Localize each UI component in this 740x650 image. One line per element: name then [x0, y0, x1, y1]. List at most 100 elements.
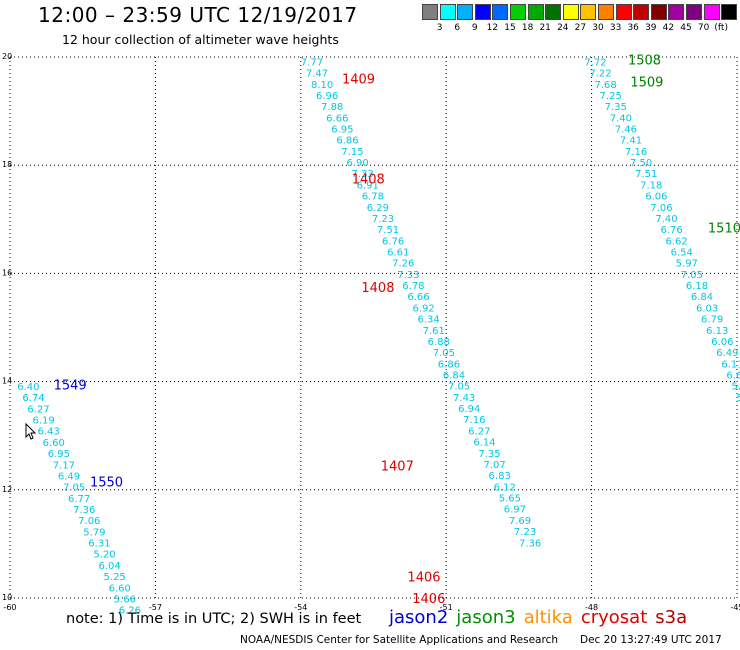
wave-height-value: 6.49 [58, 471, 80, 482]
legend-jason2: jason2 [389, 607, 449, 628]
wave-height-value: 6.19 [32, 416, 54, 427]
latitude-tick-label: 18 [2, 160, 12, 169]
wave-height-value: 7.05 [433, 348, 455, 359]
pass-label: 1550 [90, 476, 123, 491]
wave-height-value: 5.97 [676, 259, 698, 270]
wave-height-value: 5.65 [499, 494, 521, 505]
colorbar-label: 36 [627, 23, 639, 33]
wave-height-value: 6.77 [68, 494, 90, 505]
colorbar-swatch [633, 4, 650, 20]
longitude-tick-label: -48 [585, 603, 598, 612]
colorbar-swatch [474, 4, 491, 20]
wave-height-value: 7.17 [53, 460, 75, 471]
pass-label: 1509 [630, 75, 663, 90]
wave-height-value: 6.76 [660, 225, 682, 236]
pass-labels: 1409 1408 1408 1407 1406 1406 1508 1509 1510 1549… [54, 54, 740, 607]
wave-height-value: 6.27 [27, 404, 49, 415]
wave-height-value: 6.68 [726, 371, 740, 382]
wave-height-colorbar: 3 6 9 12 15 18 21 24 27 30 33 36 39 42 45 70 (ft) [422, 4, 740, 38]
wave-height-value: 5.96 [731, 382, 740, 393]
wave-height-value: 6.86 [438, 359, 460, 370]
wave-height-value: 6.54 [671, 248, 693, 259]
wave-height-value: 7.07 [483, 460, 505, 471]
wave-height-value: 7.15 [341, 147, 363, 158]
latitude-tick-label: 12 [2, 485, 12, 494]
colorbar-label: 18 [521, 23, 534, 33]
wave-height-value: 7.16 [625, 147, 647, 158]
wave-height-value: 5.66 [114, 594, 136, 605]
wave-height-value: 6.95 [48, 449, 70, 460]
wave-height-value: 5.79 [83, 527, 105, 538]
wave-height-value: 7.05 [681, 270, 703, 281]
longitude-tick-label: -51 [440, 603, 453, 612]
pass-label: 1406 [412, 592, 445, 607]
colorbar-swatch [580, 4, 597, 20]
wave-height-value: 7.06 [650, 203, 672, 214]
wave-height-value: 7.23 [514, 527, 536, 538]
wave-height-value: 6.74 [22, 393, 44, 404]
wave-height-value: 5.95 [737, 393, 740, 404]
wave-height-value: 7.25 [600, 91, 622, 102]
wave-height-value: 6.34 [418, 315, 440, 326]
latitude-tick-label: 14 [2, 377, 12, 386]
wave-height-value: 8.10 [311, 80, 333, 91]
wave-height-value: 6.27 [468, 426, 490, 437]
colorbar-swatch [598, 4, 614, 20]
wave-height-value: 6.14 [473, 438, 495, 449]
wave-height-value: 6.29 [367, 203, 389, 214]
wave-height-value: 7.06 [78, 516, 100, 527]
wave-height-value: 7.43 [453, 393, 475, 404]
legend-altika: altika [523, 607, 573, 628]
colorbar-swatch [439, 4, 456, 20]
legend-s3a: s3a [655, 607, 688, 628]
wave-height-value: 7.61 [423, 326, 445, 337]
legend-jason3: jason3 [456, 607, 516, 628]
pass-label: 1406 [407, 570, 440, 585]
longitude-tick-label: -57 [149, 603, 162, 612]
wave-height-value: 7.35 [605, 102, 627, 113]
wave-height-value: 7.36 [73, 505, 95, 516]
wave-height-value: 7.41 [620, 136, 642, 147]
wave-height-value: 6.79 [701, 315, 723, 326]
wave-height-value: 7.18 [640, 180, 662, 191]
wave-height-value: 6.78 [362, 192, 384, 203]
wave-height-value: 6.49 [716, 348, 738, 359]
wave-height-value: 7.69 [509, 516, 531, 527]
wave-height-value: 6.60 [43, 438, 65, 449]
wave-height-value: 6.90 [346, 158, 368, 169]
wave-height-value: 6.62 [666, 236, 688, 247]
wave-height-value: 6.11 [721, 359, 740, 370]
colorbar-label: 12 [486, 23, 499, 33]
longitude-tick-label: -54 [294, 603, 307, 612]
colorbar-label: 45 [680, 23, 692, 33]
pass-label: 1508 [628, 54, 661, 69]
wave-height-value: 6.84 [691, 292, 713, 303]
wave-height-value: 6.83 [489, 471, 511, 482]
latitude-tick-label: 16 [2, 268, 12, 277]
wave-height-value: 7.33 [397, 270, 419, 281]
colorbar-swatch [510, 4, 526, 20]
colorbar-label: 3 [436, 23, 443, 33]
axis-tick-labels: 20 18 16 14 12 10-60 -57 -54 -51 -48 -45 [2, 52, 740, 612]
wave-height-value: 6.60 [109, 583, 131, 594]
colorbar-label: 9 [471, 23, 478, 33]
wave-height-value: 7.23 [372, 214, 394, 225]
wave-height-value: 7.46 [615, 125, 637, 136]
wave-height-value: 7.51 [377, 225, 399, 236]
colorbar-label: 33 [609, 23, 622, 33]
colorbar-swatch [422, 4, 438, 20]
credit-line: NOAA/NESDIS Center for Satellite Applica… [240, 634, 558, 646]
wave-height-value: 6.91 [357, 180, 379, 191]
wave-height-value: 6.04 [98, 561, 120, 572]
pass-label: 1407 [381, 459, 414, 474]
wave-height-value: 7.26 [392, 259, 414, 270]
colorbar-swatch [668, 4, 685, 20]
wave-height-value: 6.13 [706, 326, 728, 337]
wave-height-value: 6.43 [38, 427, 60, 438]
wave-height-value: 6.06 [645, 192, 667, 203]
colorbar-swatch [703, 4, 720, 20]
colorbar-label: 27 [574, 23, 587, 33]
latitude-tick-label: 20 [2, 52, 12, 61]
colorbar-label: 6 [454, 23, 461, 33]
